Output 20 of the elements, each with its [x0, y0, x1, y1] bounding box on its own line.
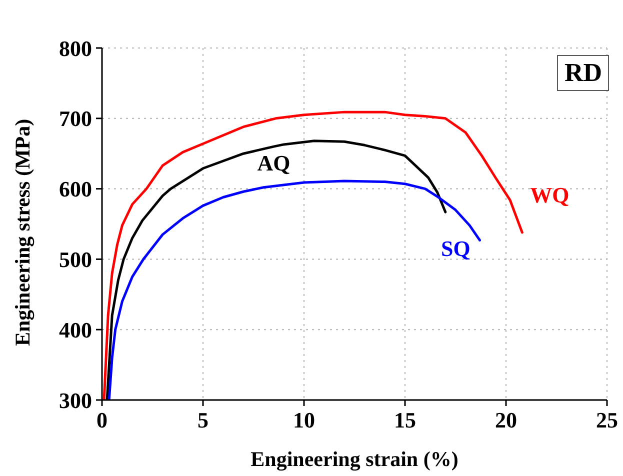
series-label: WQ [530, 182, 570, 208]
y-tick-label: 600 [59, 176, 92, 202]
y-tick-label: 400 [59, 317, 92, 342]
x-axis-title: Engineering strain (%) [250, 447, 458, 471]
series-label: SQ [441, 236, 470, 262]
annotation: RD [557, 55, 609, 91]
line-series [102, 110, 524, 400]
y-tick-label: 500 [59, 247, 92, 272]
x-tick-label: 25 [596, 408, 618, 433]
y-tick-label: 700 [59, 106, 92, 132]
line-series [108, 180, 481, 400]
x-tick-label: 10 [293, 408, 315, 433]
series-label: AQ [257, 150, 290, 176]
x-tick-label: 15 [394, 408, 416, 433]
x-tick-label: 0 [96, 408, 108, 433]
y-tick-label: 800 [59, 36, 92, 61]
y-tick-label: 300 [59, 388, 92, 413]
x-tick-label: 5 [198, 408, 208, 433]
x-tick-label: 20 [495, 408, 517, 433]
y-axis-title: Engineering stress (MPa) [10, 118, 34, 346]
